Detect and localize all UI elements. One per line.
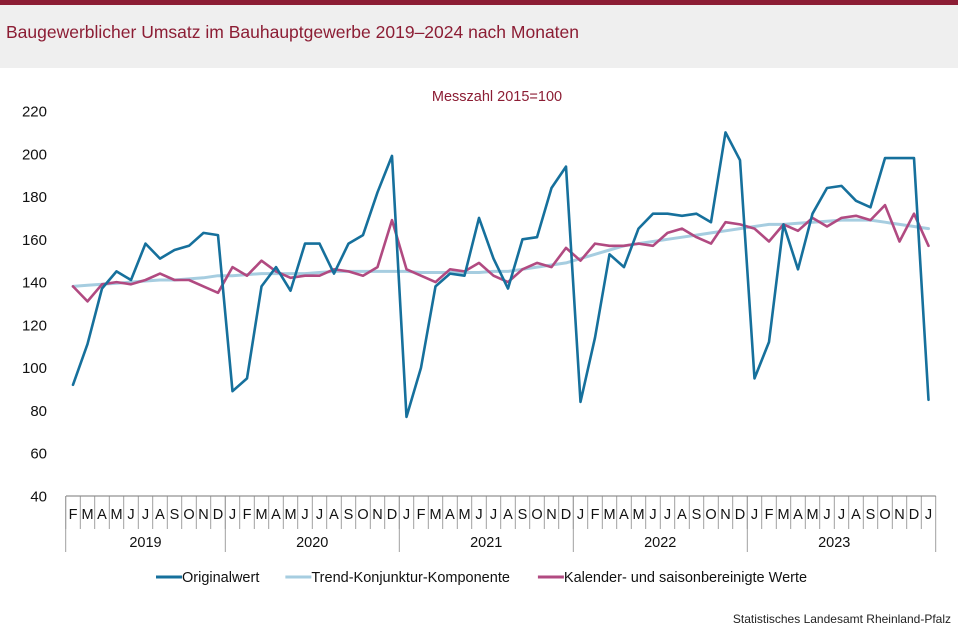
x-tick-label-month: J [823,507,830,523]
x-tick-label-month: O [705,507,716,523]
y-tick-label: 160 [22,232,47,249]
x-tick-label-month: S [170,507,180,523]
chart-subtitle: Messzahl 2015=100 [432,89,562,105]
x-tick-label-month: S [866,507,876,523]
x-tick-label-month: F [765,507,774,523]
chart-title: Baugewerblicher Umsatz im Bauhauptgewerb… [6,22,580,42]
x-tick-label-month: J [577,507,584,523]
y-tick-label: 40 [30,489,47,506]
x-tick-label-month: S [692,507,702,523]
x-tick-label-month: J [229,507,236,523]
x-tick-label-month: M [458,507,470,523]
x-tick-label-month: A [851,507,861,523]
x-tick-label-month: N [720,507,730,523]
series-line-kalender-und-saisonbereinigte-werte [71,203,930,303]
y-tick-label: 120 [22,317,47,334]
x-tick-label-month: O [357,507,368,523]
x-tick-label-month: D [213,507,223,523]
x-tick-label-month: M [632,507,644,523]
x-tick-label-month: J [649,507,656,523]
x-tick-label-month: J [301,507,308,523]
series-line-originalwert [71,131,930,419]
source-note: Statistisches Landesamt Rheinland-Pfalz [732,612,951,626]
x-tick-label-month: J [127,507,134,523]
x-tick-label-month: A [677,507,687,523]
legend-label: Trend-Konjunktur-Komponente [311,570,510,586]
y-tick-label: 80 [30,403,47,420]
x-tick-label-month: A [97,507,107,523]
x-tick-label-month: M [603,507,615,523]
x-tick-label-month: A [503,507,513,523]
x-tick-label-month: N [546,507,556,523]
y-tick-label: 220 [22,104,47,121]
x-tick-label-month: F [417,507,426,523]
plot-area-background [0,68,958,628]
x-tick-label-month: A [155,507,165,523]
x-tick-label-month: F [69,507,78,523]
legend-label: Kalender- und saisonbereinigte Werte [564,570,807,586]
x-tick-label-month: J [316,507,323,523]
x-tick-label-month: M [777,507,789,523]
x-tick-label-month: N [372,507,382,523]
x-tick-label-month: D [909,507,919,523]
x-tick-label-year: 2019 [129,535,161,551]
x-tick-label-month: M [284,507,296,523]
x-tick-label-month: M [806,507,818,523]
x-tick-label-month: O [879,507,890,523]
y-tick-label: 60 [30,446,47,463]
x-tick-label-month: D [735,507,745,523]
x-tick-label-month: J [838,507,845,523]
x-tick-label-year: 2020 [296,535,328,551]
legend-label: Originalwert [182,570,259,586]
x-tick-label-month: F [591,507,600,523]
y-tick-label: 100 [22,360,47,377]
x-tick-label-month: O [531,507,542,523]
x-tick-label-month: J [751,507,758,523]
x-tick-label-month: J [490,507,497,523]
x-tick-label-month: F [243,507,252,523]
x-tick-label-month: J [664,507,671,523]
x-tick-label-month: N [894,507,904,523]
x-tick-label-month: J [925,507,932,523]
x-tick-label-year: 2023 [818,535,850,551]
y-tick-label: 200 [22,146,47,163]
x-tick-label-year: 2022 [644,535,676,551]
x-tick-label-month: A [329,507,339,523]
x-tick-label-month: J [475,507,482,523]
y-tick-label: 180 [22,189,47,206]
x-tick-label-month: J [403,507,410,523]
top-accent-bar [0,0,958,5]
x-tick-label-month: M [110,507,122,523]
x-tick-label-month: D [387,507,397,523]
x-tick-label-month: J [142,507,149,523]
x-tick-label-month: A [619,507,629,523]
x-tick-label-month: M [81,507,93,523]
x-tick-label-month: S [344,507,354,523]
x-tick-label-month: A [445,507,455,523]
x-tick-label-month: D [561,507,571,523]
x-tick-label-month: M [255,507,267,523]
x-tick-label-month: N [198,507,208,523]
x-tick-label-month: O [183,507,194,523]
x-tick-label-year: 2021 [470,535,502,551]
x-tick-label-month: A [271,507,281,523]
x-tick-label-month: S [518,507,528,523]
y-tick-label: 140 [22,275,47,292]
x-tick-label-month: A [793,507,803,523]
x-tick-label-month: M [429,507,441,523]
